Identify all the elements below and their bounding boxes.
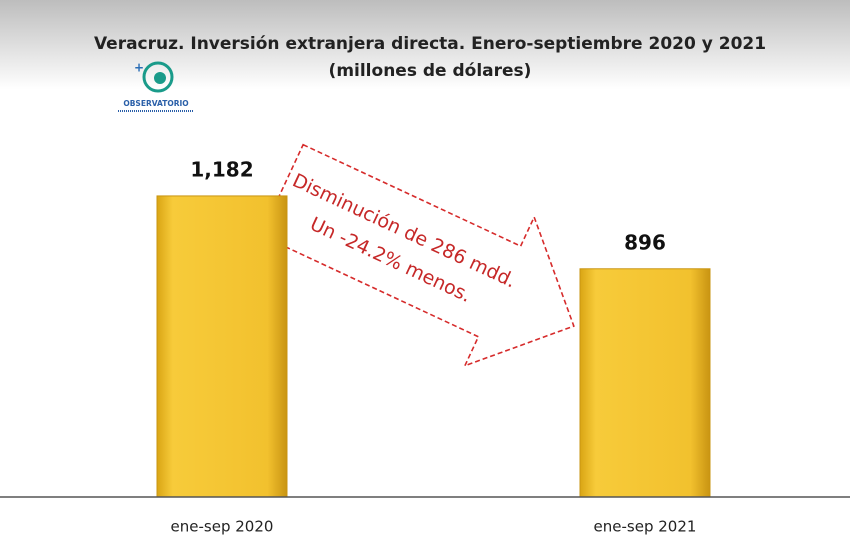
bar bbox=[579, 268, 711, 498]
bar bbox=[156, 195, 288, 498]
plot: 1,182 ene-sep 2020 896 ene-sep 2021 bbox=[0, 157, 850, 536]
annotation-arrow: Disminución de 286 mdd. Un -24.2% menos. bbox=[259, 143, 575, 368]
chart-title: Veracruz. Inversión extranjera directa. … bbox=[94, 34, 766, 54]
logo-ring bbox=[142, 61, 174, 93]
value-label: 1,182 bbox=[190, 157, 253, 181]
logo-eye bbox=[154, 72, 166, 84]
x-tick-label: ene-sep 2021 bbox=[594, 518, 697, 536]
x-tick-label: ene-sep 2020 bbox=[171, 518, 274, 536]
logo-text: OBSERVATORIO bbox=[123, 99, 188, 108]
arrow-shape bbox=[259, 143, 575, 368]
logo: + OBSERVATORIO bbox=[118, 61, 194, 112]
value-label: 896 bbox=[624, 230, 666, 254]
chart-subtitle: (millones de dólares) bbox=[329, 61, 532, 81]
logo-cross: + bbox=[134, 61, 144, 75]
